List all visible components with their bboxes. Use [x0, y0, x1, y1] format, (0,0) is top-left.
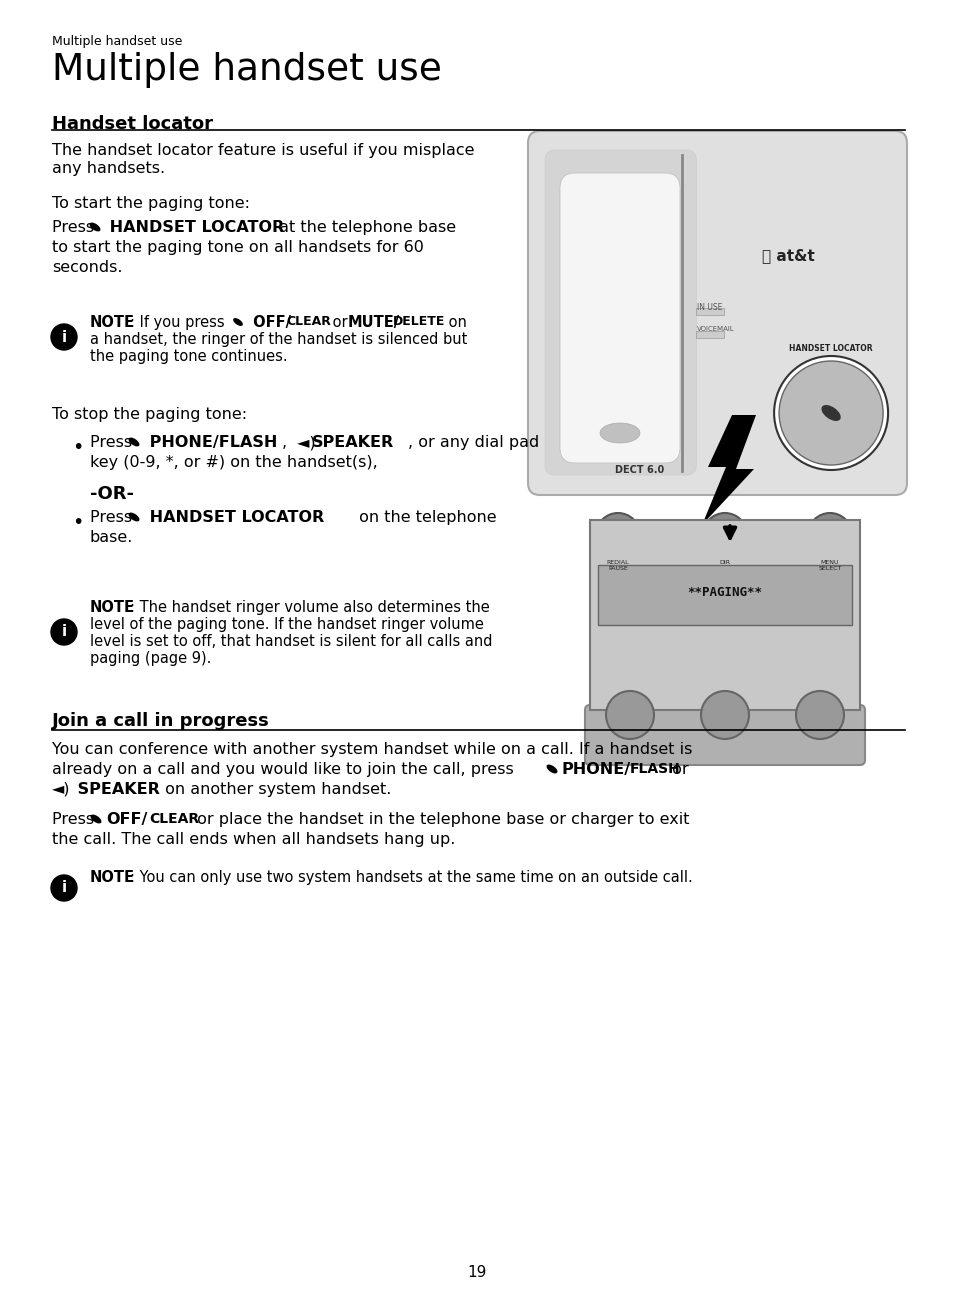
Text: Ⓐ at&t: Ⓐ at&t — [761, 248, 814, 263]
Text: PHONE/FLASH: PHONE/FLASH — [144, 435, 277, 450]
Ellipse shape — [129, 512, 139, 521]
Text: or: or — [328, 315, 352, 330]
Text: level of the paging tone. If the handset ringer volume: level of the paging tone. If the handset… — [90, 617, 483, 632]
Circle shape — [807, 513, 851, 557]
Ellipse shape — [233, 318, 243, 327]
Text: To stop the paging tone:: To stop the paging tone: — [52, 407, 247, 422]
Text: REDIAL
PAUSE: REDIAL PAUSE — [606, 560, 629, 570]
Text: Press: Press — [52, 813, 99, 827]
Text: Multiple handset use: Multiple handset use — [52, 52, 441, 88]
Circle shape — [605, 691, 654, 739]
Text: base.: base. — [90, 530, 133, 546]
Text: Handset locator: Handset locator — [52, 115, 213, 133]
Text: NOTE: NOTE — [90, 600, 135, 616]
Text: SPEAKER: SPEAKER — [312, 435, 394, 450]
Text: The handset locator feature is useful if you misplace: The handset locator feature is useful if… — [52, 143, 474, 158]
Text: Join a call in progress: Join a call in progress — [52, 712, 270, 730]
Text: any handsets.: any handsets. — [52, 161, 165, 176]
Text: Press: Press — [52, 220, 99, 235]
Text: on the telephone: on the telephone — [354, 511, 497, 525]
Text: DIR: DIR — [719, 560, 730, 565]
Circle shape — [596, 513, 639, 557]
Circle shape — [702, 513, 746, 557]
Text: Press: Press — [90, 435, 137, 450]
Circle shape — [51, 619, 77, 645]
Text: i: i — [61, 625, 67, 639]
Text: •: • — [71, 513, 83, 531]
Text: : You can only use two system handsets at the same time on an outside call.: : You can only use two system handsets a… — [130, 870, 692, 885]
Text: •: • — [71, 438, 83, 457]
Circle shape — [700, 691, 748, 739]
Ellipse shape — [91, 815, 101, 823]
Text: OFF/: OFF/ — [106, 813, 147, 827]
Text: DELETE: DELETE — [393, 315, 445, 328]
Bar — [598, 565, 851, 625]
Text: : If you press: : If you press — [130, 315, 229, 330]
Circle shape — [51, 324, 77, 350]
Text: to start the paging tone on all handsets for 60: to start the paging tone on all handsets… — [52, 240, 423, 255]
Text: DECT 6.0: DECT 6.0 — [615, 465, 664, 476]
Bar — [696, 330, 723, 338]
Text: FLASH: FLASH — [629, 762, 680, 776]
Text: -OR-: -OR- — [90, 485, 133, 503]
Text: i: i — [61, 329, 67, 345]
FancyBboxPatch shape — [544, 150, 696, 476]
Text: i: i — [61, 880, 67, 896]
Text: SPEAKER: SPEAKER — [71, 781, 160, 797]
Text: **PAGING**: **PAGING** — [687, 586, 761, 599]
Circle shape — [773, 356, 887, 470]
Polygon shape — [701, 415, 755, 525]
Text: already on a call and you would like to join the call, press: already on a call and you would like to … — [52, 762, 518, 778]
Text: paging (page 9).: paging (page 9). — [90, 651, 212, 666]
Text: on another system handset.: on another system handset. — [160, 781, 391, 797]
Text: CLEAR: CLEAR — [149, 813, 199, 826]
Text: seconds.: seconds. — [52, 260, 122, 275]
Text: or: or — [666, 762, 688, 778]
FancyBboxPatch shape — [559, 172, 679, 463]
Text: HANDSET LOCATOR: HANDSET LOCATOR — [104, 220, 284, 235]
Ellipse shape — [546, 765, 557, 774]
Text: or place the handset in the telephone base or charger to exit: or place the handset in the telephone ba… — [192, 813, 689, 827]
Text: on: on — [443, 315, 466, 330]
Text: You can conference with another system handset while on a call. If a handset is: You can conference with another system h… — [52, 743, 692, 757]
Bar — [696, 308, 723, 315]
FancyBboxPatch shape — [527, 131, 906, 495]
Text: a handset, the ringer of the handset is silenced but: a handset, the ringer of the handset is … — [90, 332, 467, 347]
Text: HANDSET LOCATOR: HANDSET LOCATOR — [144, 511, 324, 525]
Text: Press: Press — [90, 511, 137, 525]
Text: Multiple handset use: Multiple handset use — [52, 35, 182, 48]
Circle shape — [51, 875, 77, 901]
Text: MUTE/: MUTE/ — [348, 315, 399, 330]
Text: : The handset ringer volume also determines the: : The handset ringer volume also determi… — [130, 600, 489, 616]
Text: To start the paging tone:: To start the paging tone: — [52, 196, 250, 211]
Text: the paging tone continues.: the paging tone continues. — [90, 349, 287, 364]
Text: HANDSET LOCATOR: HANDSET LOCATOR — [788, 343, 872, 353]
Text: ,: , — [282, 435, 287, 450]
Text: 19: 19 — [467, 1265, 486, 1280]
Text: , or any dial pad: , or any dial pad — [408, 435, 538, 450]
Text: NOTE: NOTE — [90, 315, 135, 330]
Ellipse shape — [599, 422, 639, 443]
Text: PHONE/: PHONE/ — [561, 762, 631, 778]
Ellipse shape — [129, 438, 139, 446]
Text: level is set to off, that handset is silent for all calls and: level is set to off, that handset is sil… — [90, 634, 492, 649]
Text: key (0-9, *, or #) on the handset(s),: key (0-9, *, or #) on the handset(s), — [90, 455, 377, 470]
FancyBboxPatch shape — [584, 705, 864, 765]
Text: ◄): ◄) — [292, 435, 315, 450]
Text: NOTE: NOTE — [90, 870, 135, 885]
Ellipse shape — [90, 223, 100, 232]
Circle shape — [795, 691, 843, 739]
Circle shape — [779, 362, 882, 465]
Text: OFF/: OFF/ — [248, 315, 291, 330]
Text: CLEAR: CLEAR — [286, 315, 331, 328]
Text: MENU
SELECT: MENU SELECT — [818, 560, 841, 570]
Text: at the telephone base: at the telephone base — [274, 220, 456, 235]
Bar — [589, 520, 859, 710]
Text: VOICEMAIL: VOICEMAIL — [697, 327, 734, 332]
Text: the call. The call ends when all handsets hang up.: the call. The call ends when all handset… — [52, 832, 455, 848]
Text: ◄): ◄) — [52, 781, 71, 797]
Ellipse shape — [821, 406, 840, 421]
Text: IN USE: IN USE — [697, 303, 721, 312]
